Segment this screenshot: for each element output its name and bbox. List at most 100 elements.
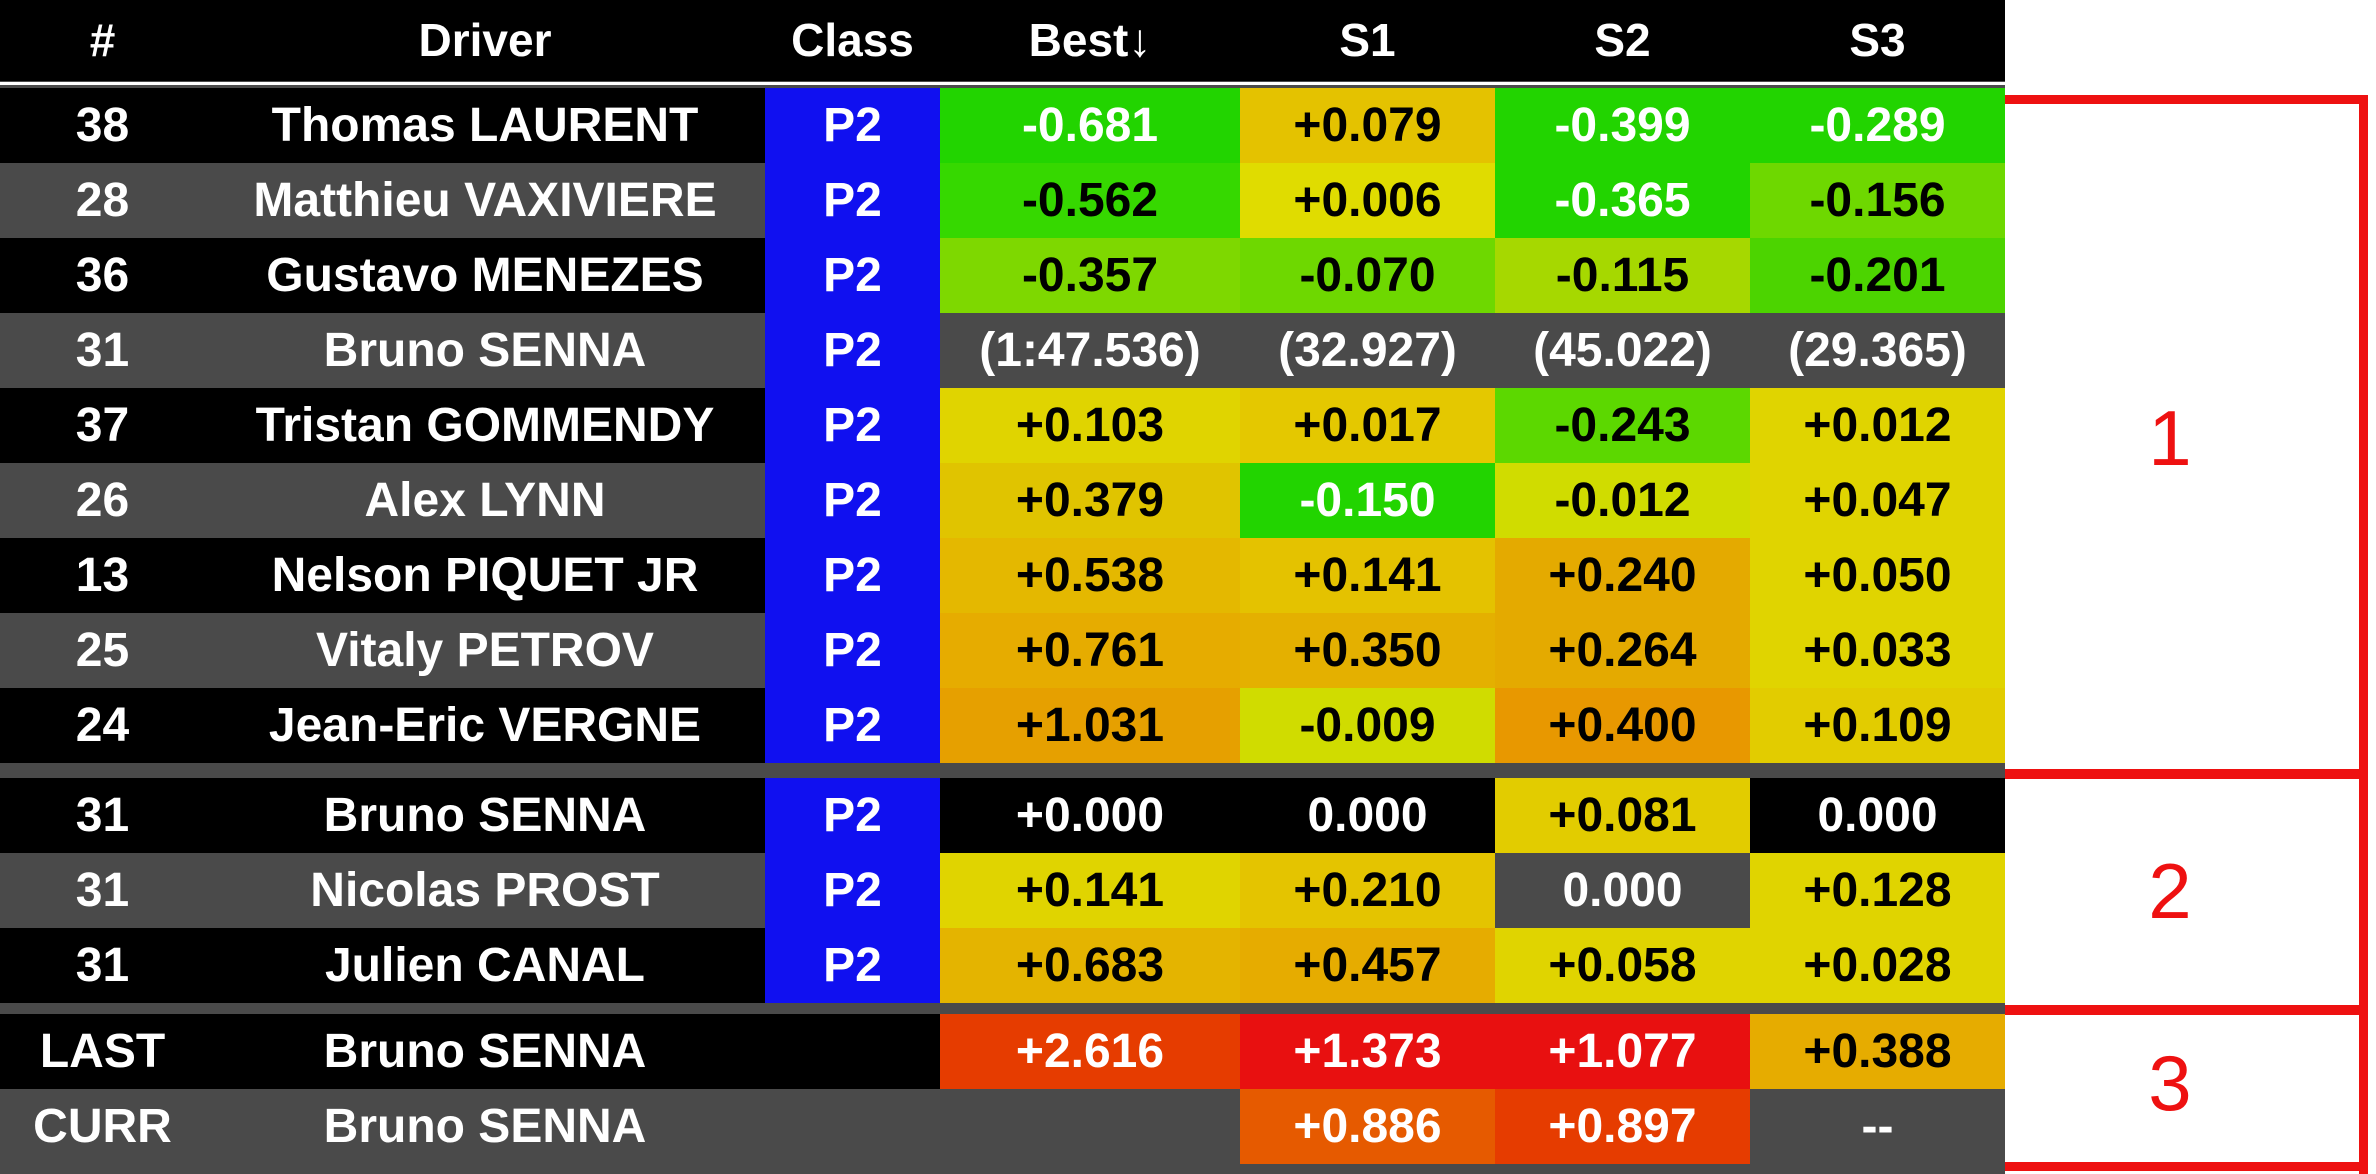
table-row[interactable]: 28 Matthieu VAXIVIERE P2 -0.562 +0.006 -0.365…: [0, 163, 2005, 238]
table-row[interactable]: 13 Nelson PIQUET JR P2 +0.538 +0.141 +0.240 +0…: [0, 538, 2005, 613]
cell-s2: -0.012: [1495, 463, 1750, 538]
cell-s1: +0.350: [1240, 613, 1495, 688]
cell-s1: -0.070: [1240, 238, 1495, 313]
cell-driver: Tristan GOMMENDY: [205, 388, 765, 463]
cell-best: [940, 1089, 1240, 1164]
cell-class: P2: [765, 388, 940, 463]
cell-s1: +1.373: [1240, 1014, 1495, 1089]
cell-s3: -0.156: [1750, 163, 2005, 238]
cell-class: P2: [765, 538, 940, 613]
cell-class: P2: [765, 463, 940, 538]
table-row[interactable]: 31 Bruno SENNA P2 (1:47.536) (32.927) (45.022…: [0, 313, 2005, 388]
cell-s1: (32.927): [1240, 313, 1495, 388]
cell-s2: +0.400: [1495, 688, 1750, 763]
cell-s1: 0.000: [1240, 778, 1495, 853]
cell-class: P2: [765, 313, 940, 388]
table-row[interactable]: 24 Jean-Eric VERGNE P2 +1.031 -0.009 +0.400 +0…: [0, 688, 2005, 763]
cell-class: [765, 1089, 940, 1164]
cell-num: 31: [0, 853, 205, 928]
header-best[interactable]: Best↓: [1028, 14, 1152, 66]
cell-num: 38: [0, 88, 205, 163]
cell-s3: (29.365): [1750, 313, 2005, 388]
cell-s1: +0.017: [1240, 388, 1495, 463]
cell-best: -0.357: [940, 238, 1240, 313]
cell-num: 37: [0, 388, 205, 463]
header-s3[interactable]: S3: [1849, 14, 1906, 66]
cell-driver: Julien CANAL: [205, 928, 765, 1003]
cell-best: +0.379: [940, 463, 1240, 538]
cell-s1: +0.006: [1240, 163, 1495, 238]
header-num[interactable]: #: [89, 14, 116, 66]
table-row[interactable]: 26 Alex LYNN P2 +0.379 -0.150 -0.012 +0.047: [0, 463, 2005, 538]
cell-best: +0.761: [940, 613, 1240, 688]
cell-s2: +1.077: [1495, 1014, 1750, 1089]
cell-driver: Alex LYNN: [205, 463, 765, 538]
cell-s3: -0.289: [1750, 88, 2005, 163]
cell-best: +0.103: [940, 388, 1240, 463]
header-s1[interactable]: S1: [1339, 14, 1396, 66]
annotation-bracket-3: [2005, 1006, 2368, 1174]
cell-s3: +0.012: [1750, 388, 2005, 463]
cell-best: +0.538: [940, 538, 1240, 613]
cell-driver: Jean-Eric VERGNE: [205, 688, 765, 763]
cell-best: -0.681: [940, 88, 1240, 163]
annotation-bracket-3-bottom: [2005, 1162, 2368, 1171]
cell-s3: -0.201: [1750, 238, 2005, 313]
header-class[interactable]: Class: [791, 14, 914, 66]
cell-driver: Vitaly PETROV: [205, 613, 765, 688]
cell-num: 31: [0, 778, 205, 853]
cell-driver: Matthieu VAXIVIERE: [205, 163, 765, 238]
cell-num: 28: [0, 163, 205, 238]
cell-s2: +0.264: [1495, 613, 1750, 688]
cell-driver: Nelson PIQUET JR: [205, 538, 765, 613]
annotation-bracket-1: [2005, 95, 2368, 778]
cell-best: +0.000: [940, 778, 1240, 853]
cell-driver: Nicolas PROST: [205, 853, 765, 928]
table-row[interactable]: 31 Bruno SENNA P2 +0.000 0.000 +0.081 0.000: [0, 778, 2005, 853]
table-row[interactable]: 38 Thomas LAURENT P2 -0.681 +0.079 -0.399 -0.2…: [0, 88, 2005, 163]
cell-s2: -0.115: [1495, 238, 1750, 313]
cell-num: 31: [0, 313, 205, 388]
cell-s2: 0.000: [1495, 853, 1750, 928]
cell-num: 25: [0, 613, 205, 688]
cell-s2: -0.399: [1495, 88, 1750, 163]
cell-s1: +0.457: [1240, 928, 1495, 1003]
cell-driver: Bruno SENNA: [205, 1089, 765, 1164]
table-row[interactable]: LAST Bruno SENNA +2.616 +1.373 +1.077 +0.388: [0, 1014, 2005, 1089]
header-driver[interactable]: Driver: [418, 14, 552, 66]
table-row[interactable]: 36 Gustavo MENEZES P2 -0.357 -0.070 -0.115 -0.…: [0, 238, 2005, 313]
cell-s1: +0.079: [1240, 88, 1495, 163]
table-row[interactable]: 25 Vitaly PETROV P2 +0.761 +0.350 +0.264 +0.03…: [0, 613, 2005, 688]
cell-s2: +0.081: [1495, 778, 1750, 853]
cell-s3: +0.128: [1750, 853, 2005, 928]
table-row[interactable]: 31 Nicolas PROST P2 +0.141 +0.210 0.000 +0.128: [0, 853, 2005, 928]
cell-best: +1.031: [940, 688, 1240, 763]
cell-driver: Bruno SENNA: [205, 1014, 765, 1089]
cell-s3: +0.109: [1750, 688, 2005, 763]
cell-s3: 0.000: [1750, 778, 2005, 853]
header-s2[interactable]: S2: [1594, 14, 1651, 66]
cell-num: 36: [0, 238, 205, 313]
cell-driver: Bruno SENNA: [205, 313, 765, 388]
cell-class: P2: [765, 163, 940, 238]
cell-num: 26: [0, 463, 205, 538]
cell-best: (1:47.536): [940, 313, 1240, 388]
table-row[interactable]: CURR Bruno SENNA +0.886 +0.897 --: [0, 1089, 2005, 1164]
cell-class: P2: [765, 238, 940, 313]
cell-s1: +0.210: [1240, 853, 1495, 928]
cell-s2: -0.365: [1495, 163, 1750, 238]
cell-class: P2: [765, 688, 940, 763]
cell-s1: -0.009: [1240, 688, 1495, 763]
cell-s2: +0.897: [1495, 1089, 1750, 1164]
cell-num: 31: [0, 928, 205, 1003]
cell-class: P2: [765, 88, 940, 163]
cell-class: P2: [765, 778, 940, 853]
cell-num: LAST: [0, 1014, 205, 1089]
cell-best: +0.141: [940, 853, 1240, 928]
header-divider: [0, 82, 2005, 85]
table-row[interactable]: 37 Tristan GOMMENDY P2 +0.103 +0.017 -0.243 +0…: [0, 388, 2005, 463]
cell-s3: +0.028: [1750, 928, 2005, 1003]
cell-driver: Bruno SENNA: [205, 778, 765, 853]
cell-num: 24: [0, 688, 205, 763]
table-row[interactable]: 31 Julien CANAL P2 +0.683 +0.457 +0.058 +0.028: [0, 928, 2005, 1003]
